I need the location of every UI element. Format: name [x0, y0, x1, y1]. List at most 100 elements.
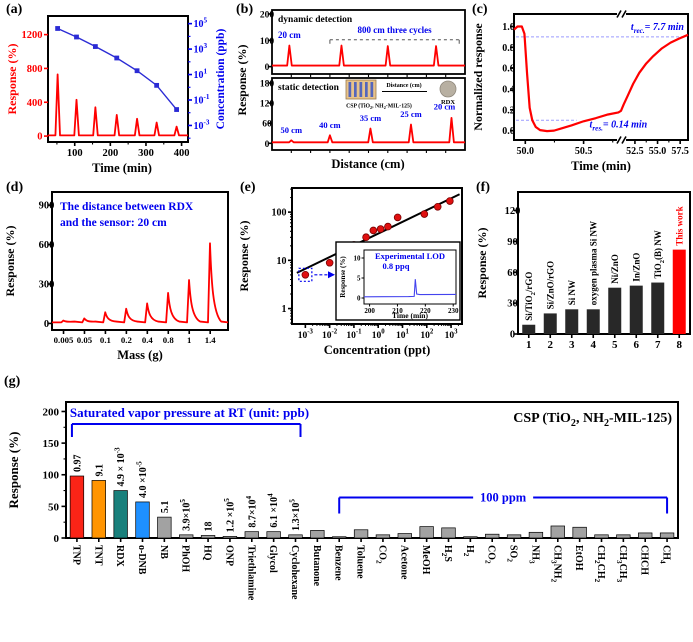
f-x-tick: 5: [612, 339, 618, 351]
f-y-tick: 0: [510, 330, 515, 341]
e-inset-title: Experimental LOD: [375, 251, 445, 261]
data-point: [420, 210, 429, 218]
c-x-tick: 50.5: [575, 146, 593, 157]
g-category-label: Toluene: [355, 545, 366, 579]
b-ylabel: Response (%): [235, 44, 249, 115]
e-inset-y-tick: 5: [357, 275, 361, 283]
f-x-tick: 2: [548, 339, 554, 351]
data-point: [301, 271, 310, 279]
e-inset-x-tick: 200: [364, 307, 375, 315]
g-category-label: NH3: [527, 545, 540, 564]
f-x-tick: 1: [526, 339, 532, 351]
c-tres-annotation: tres.= 0.14 min: [590, 120, 648, 133]
g-bar: [266, 531, 281, 539]
f-bar: [543, 313, 557, 334]
g-bar: [69, 475, 85, 539]
g-vapor-pressure-label: 5.1: [160, 501, 171, 514]
e-x-tick: 10-1: [346, 329, 362, 341]
a-y-right-tick: 101: [194, 68, 208, 82]
d-xlabel: Mass (g): [117, 348, 162, 362]
panel-g: 0 50 100 150 200 0.97 TNP 9.1 TNT 4.9 × 10-3 RDX 4.…: [2, 372, 691, 642]
panel-d-tag: (d): [6, 180, 24, 195]
concentration-marker: [134, 68, 140, 74]
c-y-tick: 0.6: [502, 64, 515, 75]
g-vapor-pressure-label: 8.7×104: [245, 495, 258, 527]
f-bar-label: Si/ZnO/rGO: [546, 261, 556, 310]
b-bottom-label: static detection: [278, 83, 340, 93]
panel-f: 0 30 60 90 120 1 Si/TiO2/rGO 2 Si/ZnO/rGO 3 Si NW 4…: [474, 178, 691, 375]
e-x-tick: 103: [445, 329, 459, 341]
g-bar: [441, 527, 456, 539]
a-y-right-tick: 10-3: [194, 118, 210, 132]
f-y-tick: 30: [507, 299, 518, 310]
panel-d-chart: 0 300 600 900 0.005 0.05 0.1 0.2 0.4 0.8 1 1.4 The d…: [3, 191, 229, 362]
e-ylabel: Response (%): [237, 220, 251, 291]
g-category-label: NB: [158, 545, 169, 559]
panel-g-tag: (g): [4, 374, 21, 389]
f-bar-label: This work: [675, 206, 685, 245]
a-x-tick: 400: [174, 148, 190, 159]
data-point: [369, 226, 378, 235]
response-spikes-curve: [272, 44, 465, 67]
electrode-stripe-icon: [354, 82, 357, 97]
g-category-label: RDX: [114, 545, 125, 567]
f-bar: [629, 285, 643, 334]
g-vapor-pressure-label: 9.1: [94, 464, 105, 477]
data-point: [362, 233, 370, 241]
g-category-label: TNP: [70, 545, 81, 565]
normalized-response-curve: [513, 25, 689, 133]
a-ylabel-left: Response (%): [5, 43, 19, 114]
e-x-tick: 10-2: [322, 329, 338, 341]
data-point: [446, 197, 454, 205]
g-category-label: Cyclohexane: [289, 545, 300, 600]
f-ylabel: Response (%): [475, 227, 489, 298]
g-vapor-pressure-label: 18: [204, 521, 215, 531]
d-x-tick: 1.4: [205, 335, 217, 345]
panel-e-chart: 10-3 10-2 10-1 100 101 102 103 1 10 100 0 5 10 200 210…: [237, 187, 463, 357]
d-x-tick: 0.4: [142, 335, 154, 345]
g-vapor-pressure-label: 6.1 ×104: [267, 493, 281, 528]
g-category-label: Glycol: [267, 545, 278, 573]
panel-c: 0.0 0.2 0.4 0.6 0.8 1.0 50.0 50.5 52.5 55.0 57.5 tr…: [470, 2, 691, 183]
a-y-right-tick: 105: [194, 17, 208, 31]
d-x-tick: 0.2: [121, 335, 133, 345]
g-vapor-pressure-label: 0.97: [72, 455, 83, 473]
b-distance-label: 25 cm: [400, 109, 421, 119]
e-inset-y-tick: 10: [354, 255, 362, 263]
fit-line: [296, 193, 461, 274]
f-x-tick: 8: [677, 339, 683, 351]
e-inset-x-tick: 220: [420, 307, 431, 315]
g-category-label: CHCH: [639, 545, 650, 575]
e-x-tick: 102: [420, 329, 434, 341]
a-x-tick: 100: [67, 148, 83, 159]
f-y-tick: 120: [505, 206, 521, 217]
arrow-head: [328, 271, 335, 279]
c-xlabel: Time (min): [571, 159, 631, 173]
f-bar-label: oxygen plasma Si NW: [589, 221, 599, 305]
a-ylabel-right: Concentration (ppb): [215, 29, 227, 130]
g-category-label: CH4: [659, 545, 672, 564]
g-bar: [353, 529, 369, 539]
g-bar: [659, 532, 675, 539]
axes-frame: [513, 13, 689, 141]
panel-a-tag: (a): [6, 2, 23, 17]
f-bar: [672, 249, 686, 334]
electrode-stripe-icon: [365, 82, 368, 97]
g-bar: [638, 532, 653, 539]
g-vapor-pressure-label: 4.9 × 10-3: [114, 447, 128, 487]
d-ylabel: Response (%): [3, 225, 17, 296]
a-xlabel: Time (min): [92, 161, 152, 175]
e-inset-x-tick: 230: [448, 307, 459, 315]
d-annotation-2: and the sensor: 20 cm: [60, 217, 167, 229]
c-y-tick: 0.4: [502, 84, 515, 95]
b-bottom-y-tick: 180: [260, 80, 275, 90]
a-y-left-tick: 800: [27, 64, 43, 75]
concentration-marker: [55, 26, 61, 31]
g-bar: [222, 536, 238, 539]
e-y-tick: 100: [272, 208, 287, 219]
g-bar: [616, 534, 631, 539]
g-vapor-pressure-label: 1.3×105: [289, 499, 303, 531]
concentration-line: [57, 27, 178, 110]
g-bar: [113, 490, 128, 539]
g-category-label: Triethlamine: [245, 545, 256, 601]
